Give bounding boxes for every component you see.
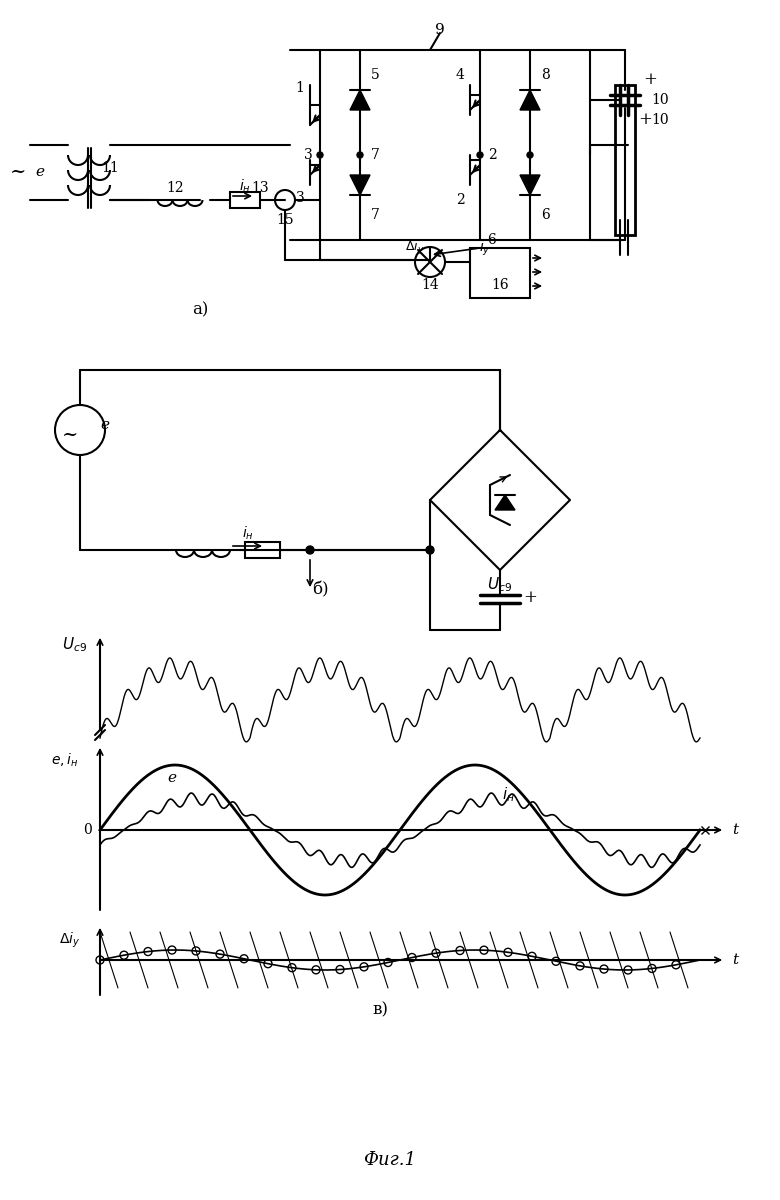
Text: 0: 0: [83, 823, 92, 838]
Text: 6: 6: [541, 208, 549, 222]
Circle shape: [360, 962, 368, 971]
Text: ~: ~: [62, 426, 78, 444]
Text: 10: 10: [651, 113, 668, 127]
Bar: [615, 85, 635, 235]
Circle shape: [456, 947, 464, 954]
Polygon shape: [520, 175, 540, 194]
Text: +: +: [523, 589, 537, 606]
Text: в): в): [372, 1002, 388, 1019]
Circle shape: [384, 959, 392, 966]
Text: 5: 5: [370, 68, 379, 82]
Text: 8: 8: [541, 68, 549, 82]
Circle shape: [275, 190, 295, 210]
Circle shape: [357, 152, 363, 158]
Circle shape: [624, 966, 632, 974]
Text: 12: 12: [166, 181, 184, 194]
Circle shape: [264, 960, 272, 967]
Text: 15: 15: [276, 214, 294, 227]
Circle shape: [504, 948, 512, 956]
Circle shape: [192, 947, 200, 955]
Text: $U_{с9}$: $U_{с9}$: [488, 576, 512, 594]
Text: 3: 3: [303, 148, 312, 162]
Text: б): б): [312, 582, 328, 599]
Circle shape: [216, 950, 224, 958]
Circle shape: [552, 958, 560, 965]
Circle shape: [240, 955, 248, 962]
Text: $i_н$: $i_н$: [239, 178, 251, 194]
Circle shape: [648, 965, 656, 972]
Text: 14: 14: [421, 278, 439, 292]
Text: $e,i_н$: $e,i_н$: [51, 751, 79, 769]
Circle shape: [426, 546, 434, 554]
Circle shape: [432, 949, 440, 958]
Circle shape: [408, 954, 416, 961]
Circle shape: [120, 952, 128, 959]
Circle shape: [317, 152, 323, 158]
Text: 9: 9: [435, 23, 445, 37]
Text: t: t: [732, 953, 738, 967]
Circle shape: [144, 948, 152, 955]
Polygon shape: [350, 90, 370, 110]
Circle shape: [576, 962, 584, 970]
Circle shape: [528, 953, 536, 960]
Text: $i_у$: $i_у$: [479, 239, 491, 258]
Text: 13: 13: [251, 181, 269, 194]
Text: e: e: [36, 164, 44, 179]
Text: 2: 2: [456, 193, 464, 206]
Circle shape: [288, 964, 296, 972]
Text: $i_н$: $i_н$: [502, 786, 515, 804]
Text: $U_{с9}$: $U_{с9}$: [62, 636, 87, 654]
Text: 11: 11: [101, 161, 119, 175]
Circle shape: [480, 946, 488, 954]
Text: 6: 6: [488, 233, 496, 247]
Circle shape: [477, 152, 483, 158]
Bar: [230, 192, 260, 208]
Text: 4: 4: [456, 68, 464, 82]
Polygon shape: [495, 494, 515, 510]
Text: а): а): [192, 301, 208, 318]
Text: $\Delta i_у$: $\Delta i_у$: [406, 239, 424, 257]
Text: t: t: [732, 823, 738, 838]
Text: e: e: [101, 418, 109, 432]
Text: 2: 2: [488, 148, 496, 162]
Text: ~: ~: [10, 163, 27, 181]
Text: $\Delta i_у$: $\Delta i_у$: [59, 930, 80, 949]
Text: 1: 1: [296, 80, 304, 95]
Text: +: +: [643, 72, 657, 89]
Circle shape: [672, 961, 680, 968]
Text: Фиг.1: Фиг.1: [363, 1151, 417, 1169]
Circle shape: [336, 966, 344, 973]
Polygon shape: [350, 175, 370, 194]
Text: $i_н$: $i_н$: [242, 524, 254, 541]
Circle shape: [280, 194, 290, 205]
Circle shape: [306, 546, 314, 554]
Circle shape: [55, 404, 105, 455]
Circle shape: [415, 247, 445, 277]
Text: 7: 7: [370, 208, 379, 222]
Circle shape: [600, 965, 608, 973]
Circle shape: [312, 966, 320, 974]
Text: 10: 10: [651, 92, 668, 107]
Bar: [245, 542, 280, 558]
Circle shape: [527, 152, 533, 158]
Text: +: +: [638, 112, 652, 128]
Circle shape: [96, 956, 104, 964]
Bar: [470, 248, 530, 298]
Polygon shape: [520, 90, 540, 110]
Text: e: e: [168, 770, 176, 785]
Circle shape: [168, 946, 176, 954]
Text: 7: 7: [370, 148, 379, 162]
Text: 16: 16: [491, 278, 509, 292]
Text: 3: 3: [296, 191, 304, 205]
